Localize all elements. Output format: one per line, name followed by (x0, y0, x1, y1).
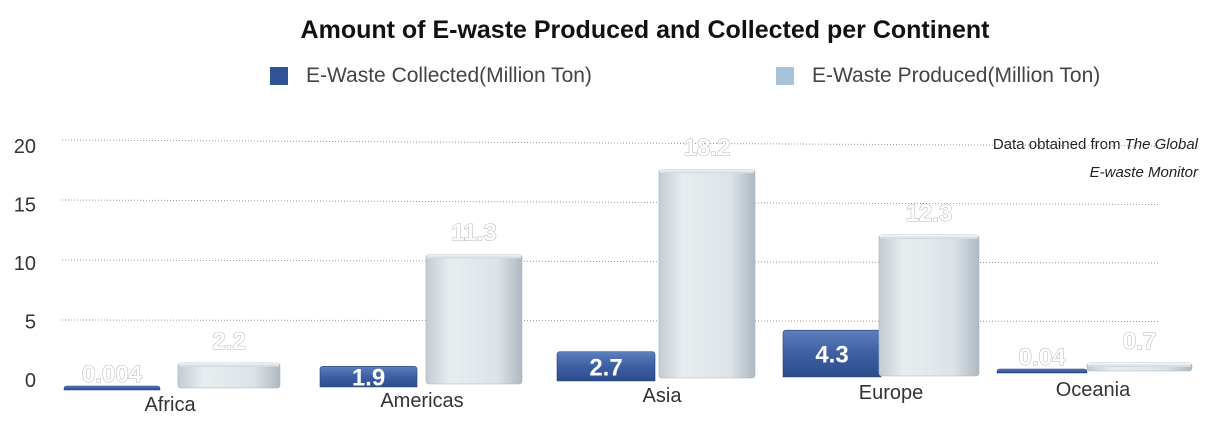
bar-produced-top-oceania (1088, 362, 1191, 367)
data-label-collected: 0.004 (82, 361, 143, 388)
data-label-collected: 1.9 (352, 365, 385, 392)
x-tick-label: Americas (380, 390, 463, 412)
gridline (61, 319, 1161, 322)
legend-swatch-collected (270, 67, 288, 85)
gridline (61, 139, 1161, 147)
x-tick-label: Oceania (1056, 379, 1131, 401)
x-tick-label: Europe (859, 382, 924, 404)
legend-item-produced: E-Waste Produced(Million Ton) (776, 63, 1100, 89)
data-label-produced: 0.7 (1123, 328, 1156, 355)
legend-swatch-produced (776, 67, 794, 85)
bar-produced-top-asia (660, 169, 754, 174)
bar-collected-africa (63, 385, 161, 391)
bar-produced-top-europe (880, 234, 978, 239)
data-label-produced: 12.3 (906, 200, 953, 227)
bar-produced-europe (878, 234, 980, 377)
source-note-line1: Data obtained from The Global (992, 136, 1198, 153)
bar-collected-asia (556, 351, 656, 382)
bar-produced-top-africa (179, 362, 279, 367)
data-label-collected: 4.3 (815, 342, 848, 369)
x-tick-label: Africa (144, 394, 196, 416)
legend-label-produced: E-Waste Produced(Million Ton) (812, 64, 1101, 87)
data-label-collected: 0.04 (1019, 344, 1066, 371)
legend-label-collected: E-Waste Collected(Million Ton) (306, 64, 592, 87)
data-label-produced: 18.2 (684, 134, 731, 161)
data-label-produced: 11.3 (451, 219, 496, 246)
source-note-line2: E-waste Monitor (1089, 164, 1198, 181)
chart-title: Amount of E-waste Produced and Collected… (300, 16, 990, 44)
bar-collected-oceania (996, 368, 1088, 374)
y-tick-label: 15 (14, 195, 36, 217)
bar-produced-asia (658, 169, 756, 379)
y-tick-label: 10 (14, 253, 36, 275)
gridline (61, 259, 1161, 264)
data-label-produced: 2.2 (212, 328, 245, 355)
legend-item-collected: E-Waste Collected(Million Ton) (270, 63, 592, 89)
gridline (61, 199, 1161, 205)
data-label-collected: 2.7 (589, 354, 622, 381)
x-tick-label: Asia (643, 385, 683, 407)
bar-produced-americas (425, 254, 523, 385)
y-tick-label: 5 (25, 312, 36, 334)
bar-collected-americas (319, 366, 418, 388)
y-tick-label: 20 (14, 136, 36, 158)
y-tick-label: 0 (25, 370, 36, 392)
bar-produced-top-americas (427, 254, 521, 259)
